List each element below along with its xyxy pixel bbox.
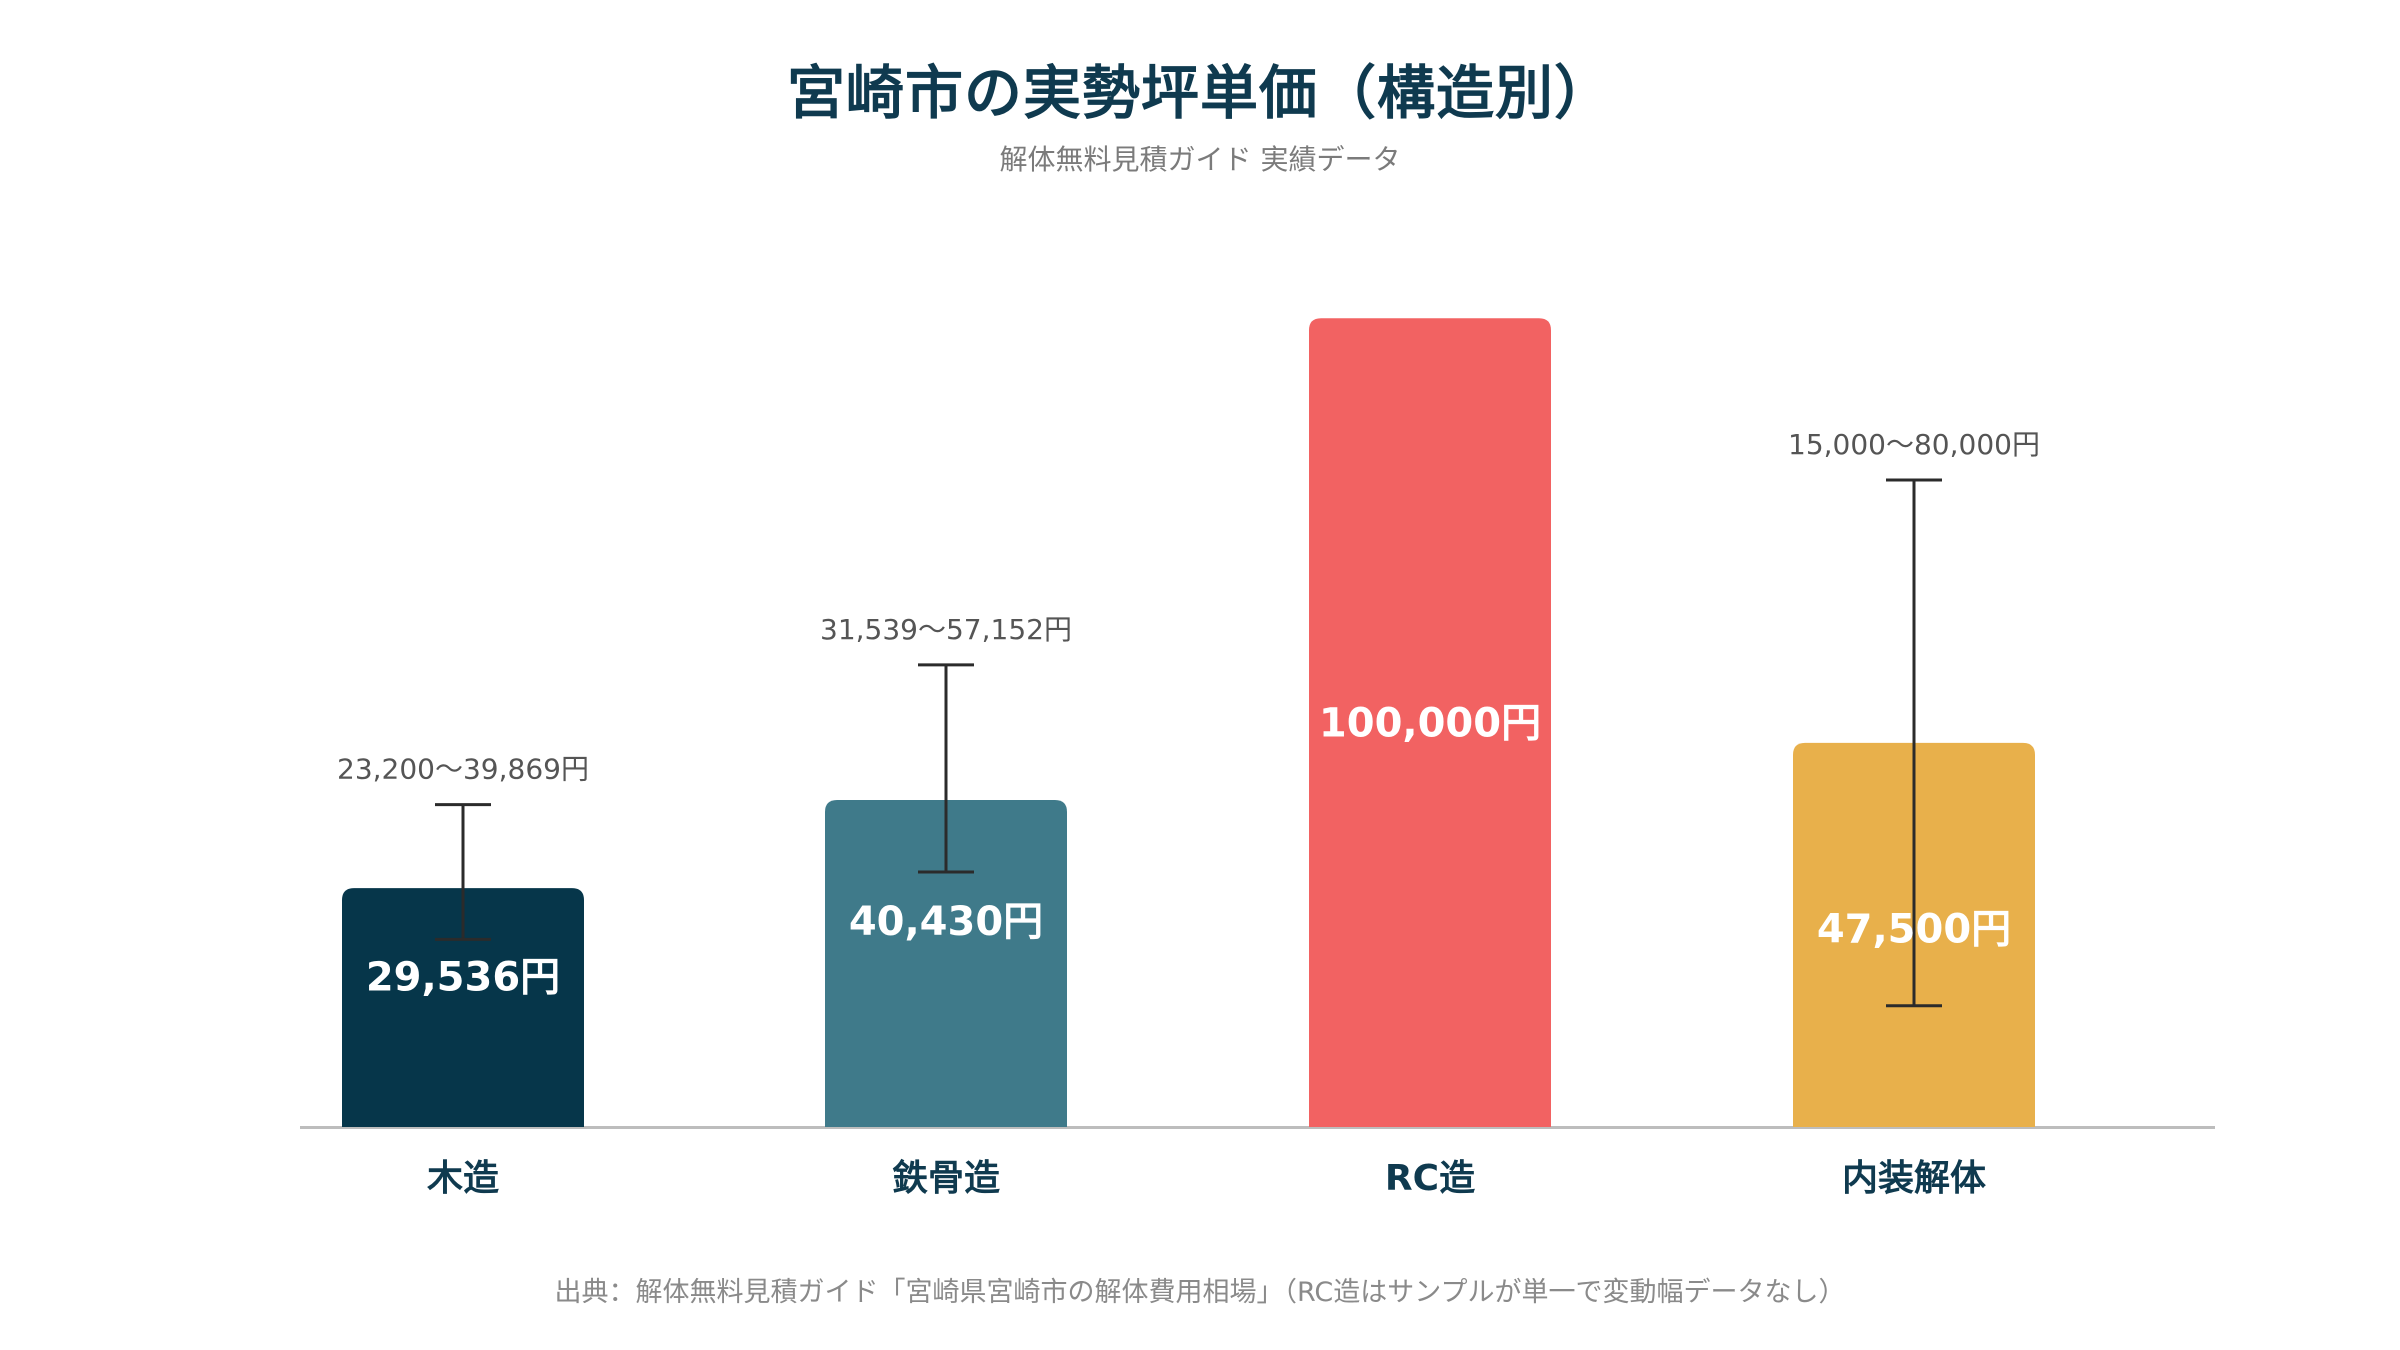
chart-subtitle: 解体無料見積ガイド 実績データ xyxy=(999,143,1401,176)
chart-title: 宮崎市の実勢坪単価（構造別） xyxy=(786,59,1613,127)
value-label: 100,000円 xyxy=(1319,701,1541,747)
bar xyxy=(825,800,1067,1127)
bar xyxy=(342,888,584,1127)
category-label: RC造 xyxy=(1385,1158,1475,1199)
value-label: 40,430円 xyxy=(849,899,1043,945)
bar xyxy=(1309,318,1551,1128)
range-label: 15,000〜80,000円 xyxy=(1788,428,2040,461)
category-label: 木造 xyxy=(427,1158,499,1199)
source-note: 出典：解体無料見積ガイド「宮崎県宮崎市の解体費用相場」（RC造はサンプルが単一で… xyxy=(554,1277,1846,1308)
range-label: 31,539〜57,152円 xyxy=(820,613,1072,646)
value-label: 47,500円 xyxy=(1817,907,2011,953)
range-label: 23,200〜39,869円 xyxy=(337,753,589,786)
category-label: 鉄骨造 xyxy=(892,1158,1000,1199)
value-label: 29,536円 xyxy=(366,955,560,1001)
category-label: 内装解体 xyxy=(1842,1158,1986,1199)
